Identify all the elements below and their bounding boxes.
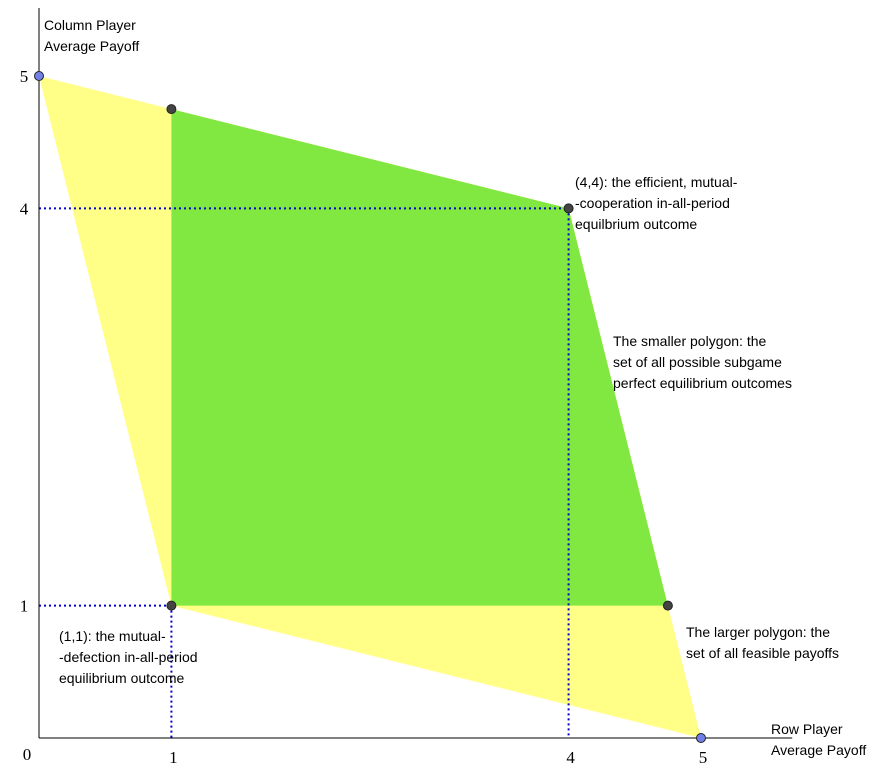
subgame-perfect-polygon	[171, 109, 668, 606]
annotation-4-4: (4,4): the efficient, mutual- -cooperati…	[575, 174, 738, 232]
y-tick-label: 1	[20, 597, 29, 616]
data-point	[662, 600, 673, 611]
data-point	[166, 600, 177, 611]
data-point	[563, 203, 574, 214]
label-larger-polygon: The larger polygon: the set of all feasi…	[686, 624, 840, 661]
x-tick-label: 1	[169, 748, 178, 767]
data-point	[696, 733, 706, 743]
y-tick-label: 5	[20, 67, 29, 86]
x-axis-label: Row Player Average Payoff	[771, 721, 867, 758]
x-tick-label: 5	[699, 748, 708, 767]
y-tick-label: 4	[20, 199, 29, 218]
y-axis-label: Column Player Average Payoff	[44, 17, 140, 54]
x-tick-label: 0	[23, 745, 32, 764]
x-tick-label: 4	[566, 748, 575, 767]
data-point	[166, 104, 177, 115]
annotation-1-1: (1,1): the mutual- -defection in-all-per…	[59, 628, 198, 686]
data-point	[34, 71, 44, 81]
label-smaller-polygon: The smaller polygon: the set of all poss…	[613, 333, 792, 391]
